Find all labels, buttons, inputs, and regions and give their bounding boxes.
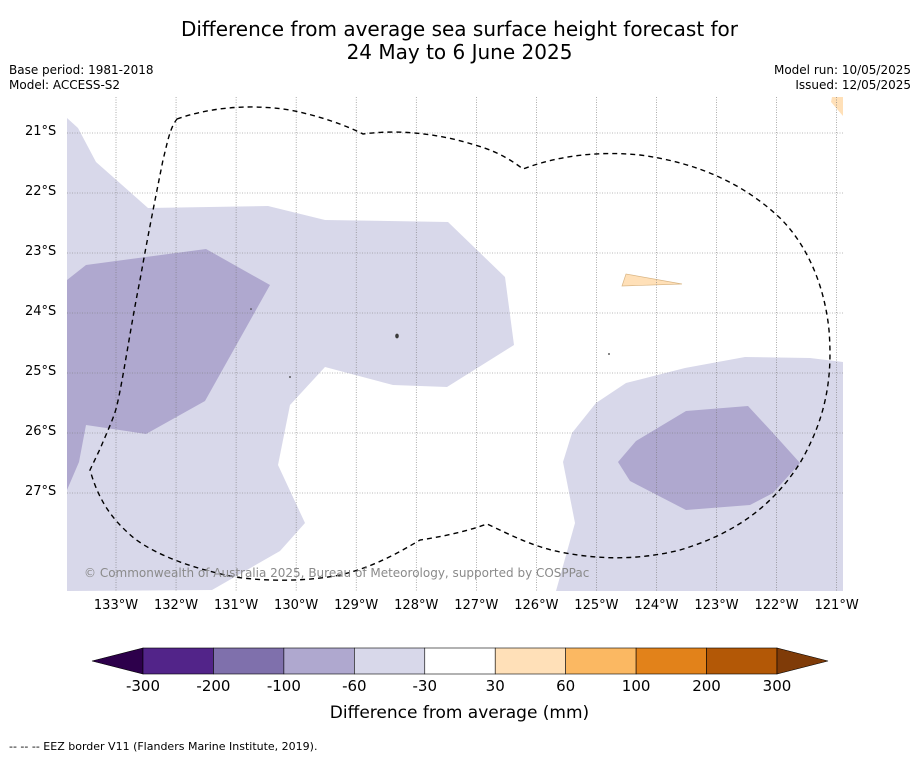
colorbar-tick-label: 100 [621,677,651,695]
anomaly-region-medium-east [618,406,800,510]
eez-border [89,106,831,581]
latitude-label: 22°S [25,184,57,199]
meta-right: Model run: 10/05/2025 Issued: 12/05/2025 [774,63,911,93]
longitude-label: 133°W [93,598,139,613]
meta-left: Base period: 1981-2018 Model: ACCESS-S2 [9,63,154,93]
colorbar-segment [142,647,214,675]
longitude-label: 122°W [754,598,799,613]
colorbar-tick-label: 200 [692,677,721,695]
model-run: Model run: 10/05/2025 [773,63,911,77]
island-marker [289,376,291,378]
anomaly-region-peach-center [621,273,683,287]
colorbar-tick-label: 30 [485,677,505,695]
colorbar-underflow-arrow [91,647,144,675]
colorbar-tick-label: -300 [125,677,161,695]
colorbar-label: Difference from average (mm) [329,703,590,723]
colorbar-tick-label: -200 [196,677,231,695]
colorbar-segment [565,647,637,675]
copyright-notice: © Commonwealth of Australia 2025, Bureau… [84,566,590,580]
longitude-label: 128°W [394,598,439,613]
colorbar-segment [635,647,707,675]
colorbar-segment [213,647,285,675]
longitude-label: 124°W [634,598,679,613]
issued-date: Issued: 12/05/2025 [795,78,911,92]
island-marker [395,333,399,339]
longitude-label: 130°W [274,598,319,613]
longitude-label: 131°W [214,598,259,613]
longitude-label: 121°W [814,598,859,613]
longitude-label: 132°W [153,598,199,613]
colorbar-overflow-arrow [776,647,829,675]
anomaly-region-medium-west [67,249,270,490]
eez-footnote: -- -- -- EEZ border V11 (Flanders Marine… [9,740,318,753]
colorbar [91,647,829,675]
gridlines [67,97,843,591]
longitude-label: 123°W [694,598,739,613]
colorbar-segment [706,647,778,675]
latitude-label: 23°S [25,244,57,259]
latitude-label: 24°S [25,304,57,319]
title-line-2: 24 May to 6 June 2025 [346,40,573,64]
longitude-label: 125°W [574,598,619,613]
longitude-label: 129°W [334,598,379,613]
island-marker [608,353,610,355]
anomaly-region-peach-corner [831,97,843,116]
island-marker [250,308,252,310]
base-period: Base period: 1981-2018 [9,63,154,77]
colorbar-tick-label: -100 [266,677,301,695]
colorbar-tick-label: -60 [342,677,367,695]
colorbar-tick-label: 300 [762,677,792,695]
colorbar-segment [494,647,566,675]
colorbar-tick-label: -30 [412,677,438,695]
longitude-label: 126°W [514,598,559,613]
colorbar-tick-label: 60 [556,677,576,695]
anomaly-region-light-west [67,118,514,591]
colorbar-segment [354,647,426,675]
colorbar-segment [424,647,496,675]
map-title: Difference from average sea surface heig… [0,18,919,64]
latitude-label: 26°S [25,424,57,439]
model-name: Model: ACCESS-S2 [9,78,121,92]
latitude-label: 27°S [25,484,57,499]
latitude-label: 21°S [25,124,57,139]
latitude-label: 25°S [25,364,57,379]
colorbar-segment [283,647,355,675]
title-line-1: Difference from average sea surface heig… [180,17,739,41]
longitude-label: 127°W [454,598,499,613]
map-area [67,97,843,591]
